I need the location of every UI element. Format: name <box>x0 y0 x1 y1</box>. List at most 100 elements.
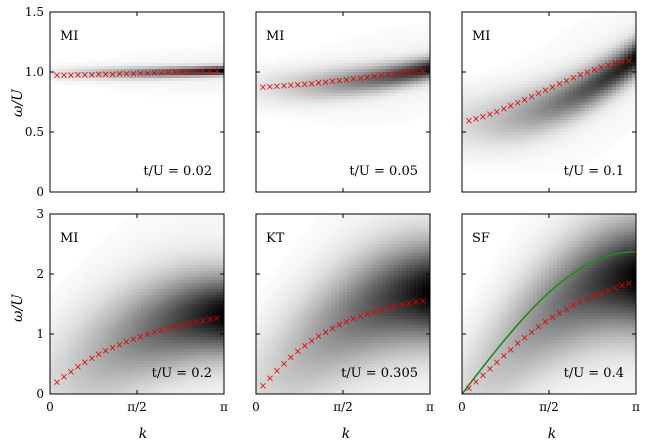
heatmap-cell <box>556 162 562 166</box>
heatmap-cell <box>113 75 118 79</box>
heatmap-cell <box>109 370 114 374</box>
heatmap-cell <box>144 286 150 290</box>
heatmap-cell <box>358 48 364 52</box>
heatmap-cell <box>556 153 562 157</box>
heatmap-cell <box>354 123 360 127</box>
heatmap-cell <box>271 78 277 82</box>
peak-marker: × <box>335 76 343 87</box>
heatmap-cell <box>113 87 118 91</box>
heatmap-cell <box>493 75 499 79</box>
heatmap-cell <box>256 108 261 112</box>
heatmap-cell <box>354 45 360 49</box>
heatmap-cell <box>109 295 114 299</box>
heatmap-cell <box>295 75 301 79</box>
heatmap-cell <box>465 144 471 148</box>
heatmap-cell <box>612 12 617 16</box>
phase-label: MI <box>60 29 78 44</box>
heatmap-cell <box>85 259 91 263</box>
heatmap-cell <box>259 69 265 73</box>
heatmap-cell <box>354 48 360 52</box>
heatmap-cell <box>564 66 570 70</box>
heatmap-cell <box>604 33 609 37</box>
heatmap-cell <box>283 111 289 115</box>
heatmap-cell <box>343 87 348 91</box>
heatmap-cell <box>200 54 205 58</box>
heatmap-cell <box>109 376 114 380</box>
heatmap-cell <box>323 66 328 70</box>
heatmap-cell <box>414 60 419 64</box>
heatmap-cell <box>343 81 348 85</box>
heatmap-cell <box>97 301 102 305</box>
heatmap-cell <box>552 126 558 130</box>
heatmap-cell <box>97 382 102 386</box>
heatmap-cell <box>465 105 471 109</box>
heatmap-cell <box>426 72 430 76</box>
heatmap-cell <box>620 39 625 43</box>
heatmap-cell <box>295 111 301 115</box>
heatmap-cell <box>366 66 372 70</box>
heatmap-cell <box>101 63 106 67</box>
heatmap-cell <box>616 114 621 118</box>
heatmap-cell <box>398 99 403 103</box>
heatmap-cell <box>53 292 59 296</box>
heatmap-cell <box>125 355 130 359</box>
heatmap-cell <box>327 117 332 121</box>
heatmap-cell <box>160 72 166 76</box>
heatmap-cell <box>556 81 562 85</box>
heatmap-cell <box>406 111 411 115</box>
heatmap-cell <box>580 75 586 79</box>
heatmap-cell <box>588 141 594 145</box>
heatmap-cell <box>148 81 154 85</box>
heatmap-cell <box>462 156 467 160</box>
heatmap-cell <box>140 316 146 320</box>
heatmap-cell <box>327 66 332 70</box>
heatmap-cell <box>560 105 566 109</box>
heatmap-cell <box>505 138 511 142</box>
heatmap-cell <box>311 96 316 100</box>
heatmap-cell <box>390 72 395 76</box>
heatmap-cell <box>632 69 636 73</box>
heatmap-cell <box>465 123 471 127</box>
heatmap-cell <box>212 60 217 64</box>
heatmap-cell <box>398 84 403 88</box>
heatmap-cell <box>604 51 609 55</box>
heatmap-cell <box>216 69 221 73</box>
heatmap-cell <box>588 45 594 49</box>
heatmap-cell <box>608 48 613 52</box>
heatmap-cell <box>109 259 114 263</box>
heatmap-cell <box>85 280 91 284</box>
heatmap-cell <box>537 90 542 94</box>
heatmap-cell <box>57 385 63 389</box>
heatmap-cell <box>152 301 158 305</box>
heatmap-cell <box>604 111 609 115</box>
heatmap-cell <box>465 165 471 169</box>
heatmap-cell <box>493 69 499 73</box>
heatmap-cell <box>105 301 110 305</box>
heatmap-cell <box>53 319 59 323</box>
heatmap-cell <box>65 370 71 374</box>
heatmap-cell <box>192 54 197 58</box>
heatmap-cell <box>628 114 633 118</box>
heatmap-cell <box>608 66 613 70</box>
heatmap-cell <box>346 54 352 58</box>
heatmap-cell <box>406 99 411 103</box>
heatmap-cell <box>628 45 633 49</box>
heatmap-cell <box>137 72 142 76</box>
heatmap-cell <box>370 63 376 67</box>
heatmap-cell <box>216 81 221 85</box>
heatmap-cell <box>121 57 126 61</box>
heatmap-cell <box>533 147 538 151</box>
heatmap-cell <box>564 141 570 145</box>
heatmap-cell <box>335 72 340 76</box>
heatmap-cell <box>580 33 586 37</box>
heatmap-cell <box>283 84 289 88</box>
heatmap-cell <box>121 385 126 389</box>
heatmap-cell <box>140 84 146 88</box>
heatmap-cell <box>335 69 340 73</box>
heatmap-cell <box>152 247 158 251</box>
heatmap-cell <box>160 84 166 88</box>
heatmap-cell <box>327 108 332 112</box>
heatmap-cell <box>339 84 344 88</box>
heatmap-cell <box>140 352 146 356</box>
heatmap-cell <box>117 223 122 227</box>
